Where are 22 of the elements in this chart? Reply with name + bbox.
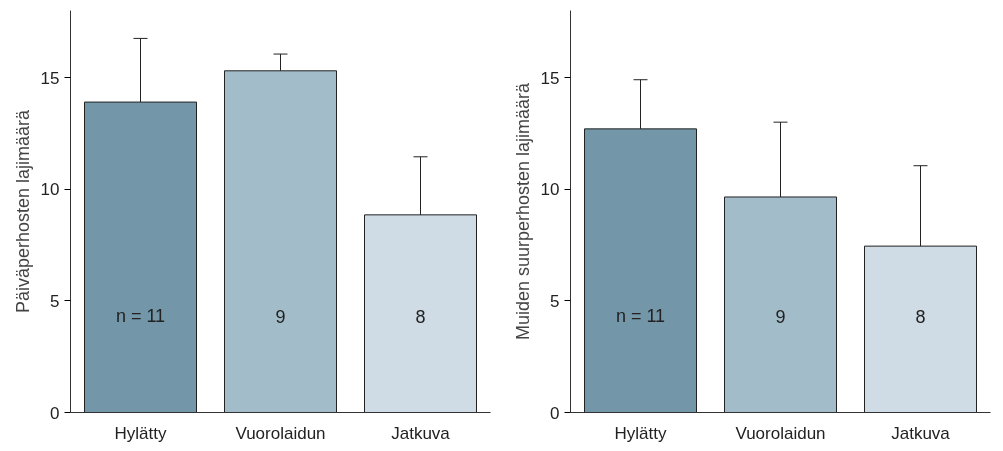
y-tick-label: 0 xyxy=(550,403,560,423)
annotation: 8 xyxy=(415,306,426,327)
x-tick-label: Jatkuva xyxy=(391,423,451,443)
annotation: n = 11 xyxy=(615,306,666,327)
y-tick-label: 10 xyxy=(40,180,60,200)
y-axis-title: Muiden suurperhosten lajimäärä xyxy=(512,81,533,341)
y-axis-title: Päiväperhosten lajimäärä xyxy=(12,108,33,314)
annotation: 9 xyxy=(275,306,286,327)
x-tick-label: Jatkuva xyxy=(891,423,951,443)
y-tick-label: 10 xyxy=(540,180,560,200)
annotation: 8 xyxy=(915,306,926,327)
y-tick-label: 15 xyxy=(540,68,560,88)
x-tick-label: Vuorolaidun xyxy=(235,423,326,443)
y-tick-label: 5 xyxy=(550,291,560,311)
x-tick-label: Hylätty xyxy=(614,423,667,443)
y-tick-label: 15 xyxy=(40,68,60,88)
y-tick-label: 0 xyxy=(50,403,60,423)
annotation: 9 xyxy=(775,306,786,327)
y-tick-label: 5 xyxy=(50,291,60,311)
x-tick-label: Hylätty xyxy=(114,423,167,443)
x-tick-label: Vuorolaidun xyxy=(735,423,826,443)
annotation: n = 11 xyxy=(115,306,166,327)
